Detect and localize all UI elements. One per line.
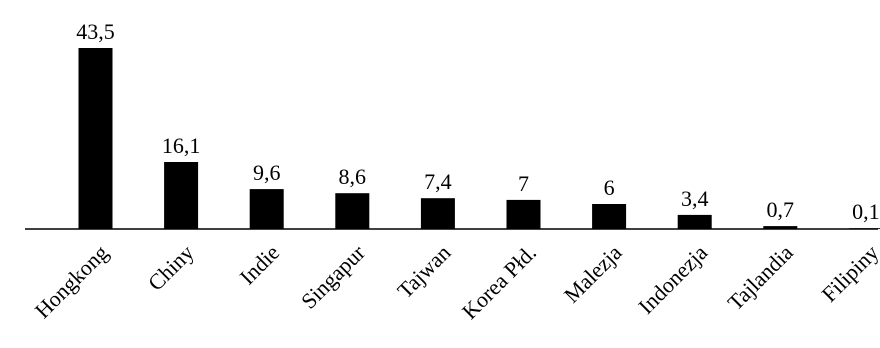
category-label-6: Malezja xyxy=(559,240,627,308)
value-label-7: 3,4 xyxy=(681,186,709,211)
value-label-8: 0,7 xyxy=(767,197,795,222)
bar-3 xyxy=(335,193,370,229)
bar-6 xyxy=(592,204,627,229)
value-label-1: 16,1 xyxy=(162,133,201,158)
category-label-8: Tajlandia xyxy=(722,240,797,315)
value-label-5: 7 xyxy=(518,171,529,196)
category-label-4: Tajwan xyxy=(392,240,455,303)
category-label-1: Chiny xyxy=(143,240,199,296)
category-label-0: Hongkong xyxy=(30,240,113,323)
value-label-9: 0,1 xyxy=(852,199,880,224)
value-label-2: 9,6 xyxy=(253,160,281,185)
bar-2 xyxy=(249,189,284,229)
value-label-6: 6 xyxy=(604,175,615,200)
bar-5 xyxy=(506,199,541,229)
value-label-4: 7,4 xyxy=(424,169,452,194)
category-label-7: Indonezja xyxy=(633,240,712,319)
value-labels-group: 43,5 16,1 9,6 8,6 7,4 7 6 3,4 0,7 0,1 xyxy=(76,19,879,224)
bar-8 xyxy=(763,226,798,229)
bar-1 xyxy=(164,162,199,229)
bar-7 xyxy=(677,214,712,229)
bars-group xyxy=(78,48,880,229)
category-label-9: Filipiny xyxy=(816,240,880,307)
bar-0 xyxy=(78,48,113,229)
category-label-2: Indie xyxy=(235,240,285,290)
category-labels-group: Hongkong Chiny Indie Singapur Tajwan Korea Pł… xyxy=(30,239,880,324)
category-label-3: Singapur xyxy=(296,239,370,313)
bar-4 xyxy=(420,198,455,229)
value-label-3: 8,6 xyxy=(339,164,367,189)
value-label-0: 43,5 xyxy=(76,19,115,44)
category-label-5: Korea Płd. xyxy=(457,240,541,324)
